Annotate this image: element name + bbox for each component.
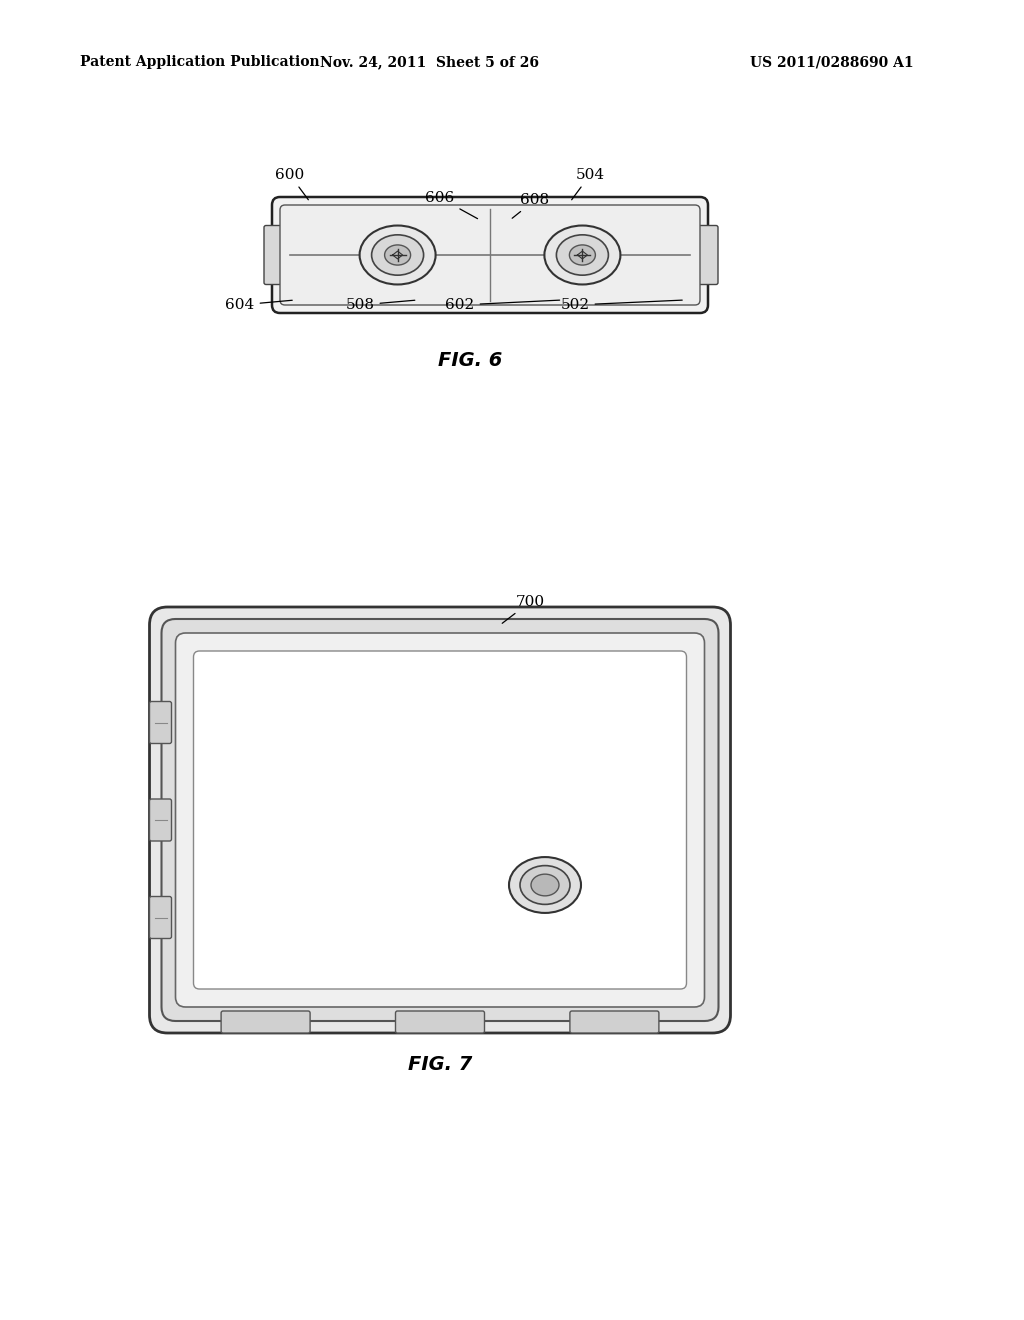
Ellipse shape: [520, 866, 570, 904]
Text: 700: 700: [502, 595, 545, 623]
Ellipse shape: [531, 874, 559, 896]
Text: 508: 508: [345, 298, 415, 312]
Text: 600: 600: [275, 168, 308, 199]
Text: 608: 608: [512, 193, 550, 218]
FancyBboxPatch shape: [221, 1011, 310, 1034]
FancyBboxPatch shape: [162, 619, 719, 1020]
Ellipse shape: [372, 235, 424, 275]
FancyBboxPatch shape: [395, 1011, 484, 1034]
FancyBboxPatch shape: [194, 651, 686, 989]
Text: Nov. 24, 2011  Sheet 5 of 26: Nov. 24, 2011 Sheet 5 of 26: [321, 55, 540, 69]
Text: 504: 504: [571, 168, 604, 199]
Text: 604: 604: [225, 298, 292, 312]
Text: 606: 606: [425, 191, 477, 219]
Text: Patent Application Publication: Patent Application Publication: [80, 55, 319, 69]
FancyBboxPatch shape: [570, 1011, 658, 1034]
FancyBboxPatch shape: [698, 226, 718, 285]
Text: 602: 602: [445, 298, 560, 312]
FancyBboxPatch shape: [150, 799, 171, 841]
Text: 702: 702: [395, 888, 512, 904]
Ellipse shape: [556, 235, 608, 275]
Ellipse shape: [359, 226, 435, 285]
Ellipse shape: [545, 226, 621, 285]
FancyBboxPatch shape: [280, 205, 700, 305]
FancyBboxPatch shape: [175, 634, 705, 1007]
Ellipse shape: [569, 246, 595, 265]
FancyBboxPatch shape: [150, 701, 171, 743]
Text: US 2011/0288690 A1: US 2011/0288690 A1: [750, 55, 913, 69]
FancyBboxPatch shape: [150, 607, 730, 1034]
FancyBboxPatch shape: [264, 226, 284, 285]
FancyBboxPatch shape: [150, 896, 171, 939]
Ellipse shape: [509, 857, 581, 913]
FancyBboxPatch shape: [272, 197, 708, 313]
Text: 502: 502: [560, 298, 682, 312]
Text: FIG. 6: FIG. 6: [438, 351, 502, 370]
Ellipse shape: [385, 246, 411, 265]
Text: FIG. 7: FIG. 7: [408, 1056, 472, 1074]
